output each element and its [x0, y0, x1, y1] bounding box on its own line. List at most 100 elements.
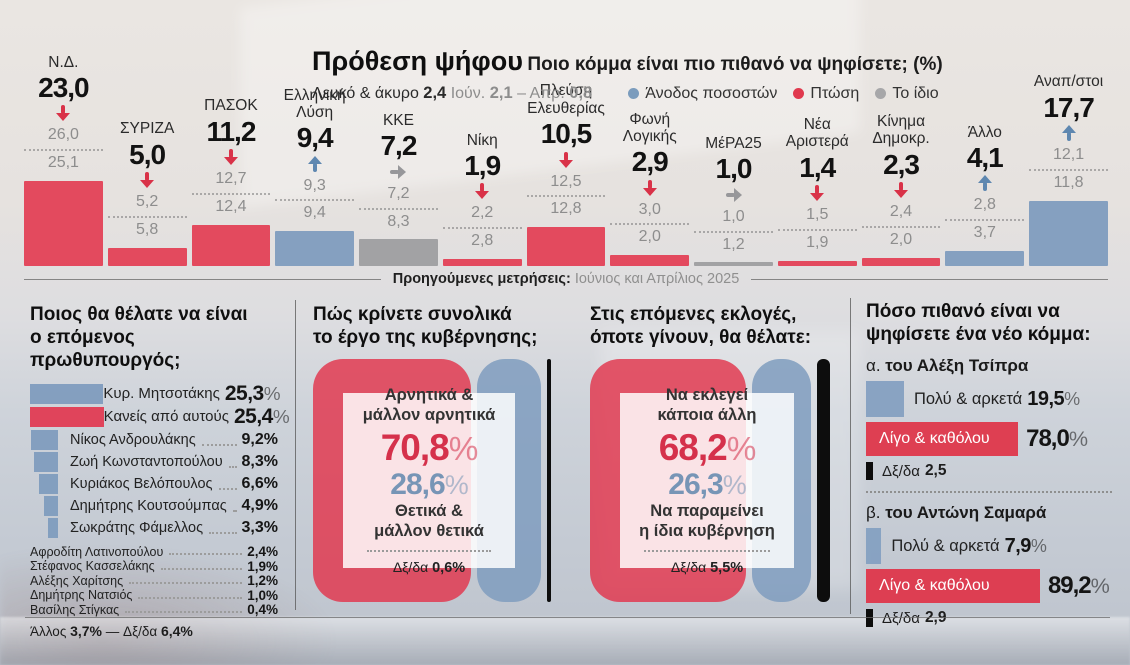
prev-value-april: 12,8: [550, 200, 582, 218]
divider-line: [751, 278, 1109, 280]
party-name: Ελληνική Λύση: [283, 86, 346, 121]
pm-row: Στέφανος Κασσελάκης 1,9%: [30, 558, 278, 574]
prev-value-june: 9,3: [303, 176, 326, 194]
party-value: 7,2: [380, 130, 417, 162]
pm-row: Αλέξης Χαρίτσης 1,2%: [30, 573, 278, 589]
blank-invalid-note: Λευκό & άκυρο 2,4 Ιούν. 2,1 – Απρ. 0,8: [312, 84, 593, 102]
pm-row: Βασίλης Στίγκας 0,4%: [30, 602, 278, 618]
divider-dashes: [526, 195, 606, 198]
party-name: Πλεύση Ελευθερίας: [527, 82, 605, 117]
group-b-heading: β. του Αντώνη Σαμαρά: [866, 503, 1047, 523]
prev-value-june: 2,4: [889, 202, 913, 220]
dotted-leader: [160, 567, 243, 570]
prev-value-june: 12,7: [215, 169, 247, 187]
panel-title: Στις επόμενες εκλογές, όποτε γίνουν, θα …: [590, 304, 812, 349]
trend-arrow-icon: [977, 175, 993, 192]
unlikely-row: Λίγο & καθόλου 89,2%: [866, 569, 1112, 604]
divider-dashes: [107, 215, 187, 218]
trend-arrow-icon: [1061, 124, 1077, 141]
pm-bar: [30, 383, 104, 404]
prev-value-april: 3,7: [973, 224, 996, 242]
party-column: Νέα Αριστερά 1,4 1,5 1,9: [777, 116, 857, 266]
dotted-leader: [232, 509, 237, 512]
dotted-divider: [643, 550, 771, 553]
party-column: Άλλο 4,1 2,8 3,7: [945, 124, 1025, 266]
prev-value-april: 5,8: [136, 220, 159, 238]
pm-bar: [30, 406, 104, 427]
party-name: Νέα Αριστερά: [785, 116, 849, 151]
dontknow-row: Δξ/δα 2,9: [866, 609, 1112, 628]
prev-value-april: 1,2: [722, 235, 745, 253]
party-name: ΚΚΕ: [382, 112, 414, 130]
party-value: 2,9: [631, 146, 669, 178]
party-bar: [24, 180, 103, 266]
party-name: ΣΥΡΙΖΑ: [119, 120, 175, 138]
proportion-shapes: Να εκλεγεί κάποια άλλη 68,2% 26,3% Να πα…: [590, 359, 831, 603]
pm-row: Κυρ. Μητσοτάκης 25,3%: [30, 382, 281, 405]
party-name: Ν.Δ.: [48, 53, 79, 71]
pm-footer: Άλλος 3,7% — Δξ/δα 6,4%: [30, 623, 193, 640]
party-value: 1,0: [715, 153, 753, 185]
title-question: Ποιο κόμμα είναι πιο πιθανό να ψηφίσετε;…: [527, 54, 943, 75]
pm-row: Σωκράτης Φάμελλος 3,3%: [30, 517, 278, 538]
prev-value-june: 2,8: [973, 196, 996, 214]
party-name: Νίκη: [466, 131, 498, 149]
panel-title: Πώς κρίνετε συνολικά το έργο της κυβέρνη…: [313, 304, 538, 349]
party-value: 10,5: [540, 118, 592, 150]
prev-value-april: 2,8: [471, 232, 494, 250]
divider-dashes: [861, 225, 941, 228]
result-card: Να εκλεγεί κάποια άλλη 68,2% 26,3% Να πα…: [620, 386, 794, 576]
chart-header: Πρόθεση ψήφου Ποιο κόμμα είναι πιο πιθαν…: [312, 46, 1112, 103]
likely-row: Πολύ & αρκετά 19,5%: [866, 381, 1112, 418]
trend-arrow-icon: [390, 164, 407, 180]
pm-row: Δημήτρης Νατσιός 1,0%: [30, 587, 278, 603]
new-party-panel: Πόσο πιθανό είναι να ψηφίσετε ένα νέο κό…: [866, 300, 1112, 628]
party-name: Κίνημα Δημοκρ.: [872, 112, 930, 148]
prev-value-april: 9,4: [303, 204, 326, 222]
likely-row: Πολύ & αρκετά 7,9%: [866, 528, 1112, 565]
dotted-leader: [218, 487, 237, 490]
party-value: 11,2: [206, 115, 256, 147]
legend-item-down: Πτώση: [793, 85, 859, 103]
divider-dashes: [191, 192, 271, 195]
party-bar: [359, 239, 438, 266]
party-bar: [442, 258, 522, 266]
pm-row: Δημήτρης Κουτσούμπας 4,9%: [30, 495, 278, 516]
party-column: ΠΑΣΟΚ 11,2 12,7 12,4: [191, 97, 271, 266]
prev-value-june: 7,2: [387, 184, 410, 202]
prev-value-june: 5,2: [136, 192, 159, 210]
dotted-leader: [169, 553, 243, 556]
dotted-leader: [125, 611, 243, 614]
legend-item-up: Άνοδος ποσοστών: [628, 85, 777, 103]
prev-value-april: 11,8: [1053, 173, 1084, 191]
divider-dashes: [694, 230, 773, 233]
bottom-rule: [25, 617, 1110, 618]
divider-dashes: [24, 149, 103, 152]
party-name: ΠΑΣΟΚ: [204, 97, 258, 115]
divider-dashes: [945, 219, 1025, 222]
party-value: 9,4: [296, 122, 334, 154]
proportion-shapes: Αρνητικά & μάλλον αρνητικά 70,8% 28,6% Θ…: [313, 359, 551, 603]
dontknow-bar: [866, 609, 873, 628]
party-column: Αναπ/στοι 17,7 12,1 11,8: [1029, 73, 1108, 266]
prev-value-april: 12,4: [215, 197, 247, 215]
legend-dot-same-icon: [875, 88, 887, 99]
prev-value-june: 1,0: [722, 207, 745, 225]
unlikely-bar: Λίγο & καθόλου: [866, 569, 1040, 604]
party-column: Ν.Δ. 23,0 26,0 25,1: [24, 54, 103, 266]
pm-row: Νίκος Ανδρουλάκης 9,2%: [30, 429, 278, 450]
party-name: Φωνή Λογικής: [622, 110, 677, 145]
divider-dashes: [777, 229, 857, 232]
party-value: 17,7: [1043, 91, 1094, 123]
dotted-leader: [228, 465, 237, 468]
pm-row: Κανείς από αυτούς 25,4%: [30, 405, 290, 428]
unlikely-row: Λίγο & καθόλου 78,0%: [866, 422, 1112, 457]
party-column: Ελληνική Λύση 9,4 9,3 9,4: [275, 86, 355, 266]
unlikely-bar: Λίγο & καθόλου: [866, 422, 1019, 457]
party-bar: [610, 255, 690, 266]
party-bar: [526, 227, 606, 266]
pm-bar: [31, 429, 58, 450]
vote-intention-chart: Ν.Δ. 23,0 26,0 25,1 ΣΥΡΙΖΑ 5,0 5,2 5,8 Π…: [24, 0, 1108, 266]
dotted-leader: [201, 443, 237, 446]
divider-dashes: [610, 223, 690, 226]
